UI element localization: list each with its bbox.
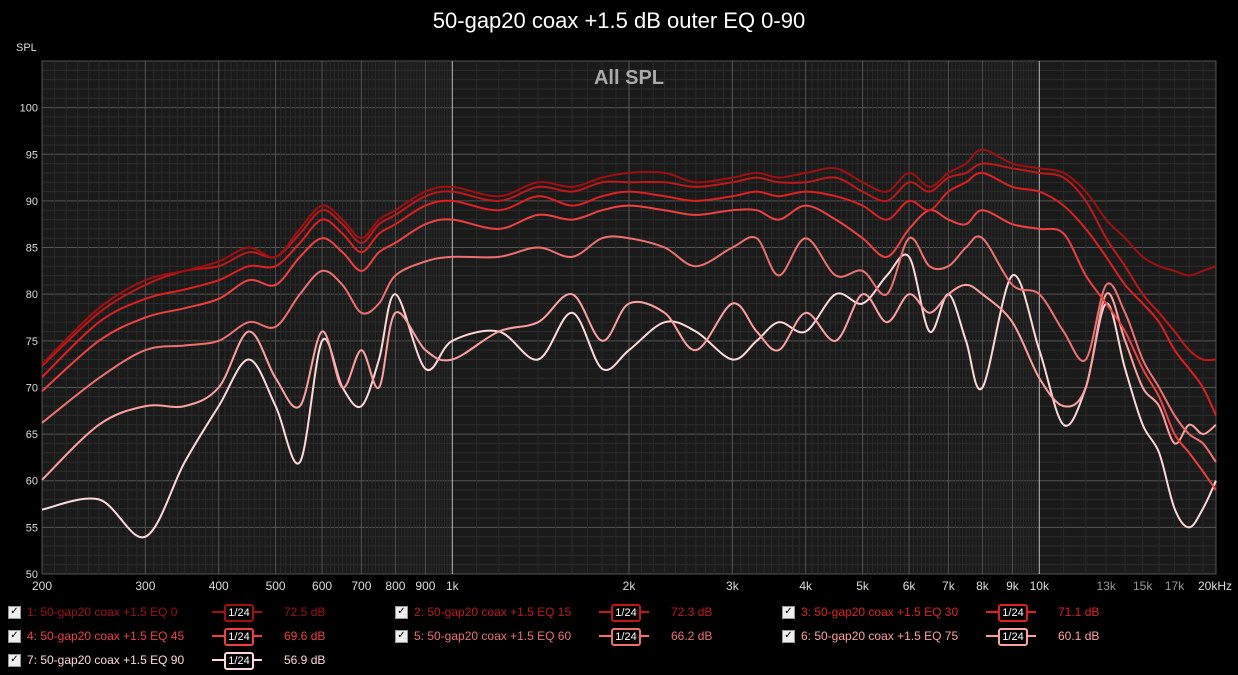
- legend-smoothing-label: 1/24: [611, 604, 641, 622]
- y-tick-label: 70: [26, 382, 38, 394]
- legend-smoothing-label: 1/24: [998, 604, 1028, 622]
- x-tick-label: 800: [385, 579, 405, 593]
- legend-smoothing-label: 1/24: [224, 604, 254, 622]
- legend-series-name: 6: 50-gap20 coax +1.5 EQ 75: [801, 629, 959, 643]
- x-tick-label: 400: [209, 579, 229, 593]
- y-tick-label: 90: [26, 196, 38, 208]
- chart-subtitle: All SPL: [594, 67, 664, 89]
- legend-checkbox[interactable]: ✓: [395, 605, 408, 619]
- legend-smoothing-button[interactable]: 1/24: [212, 652, 262, 670]
- y-tick-label: 100: [20, 103, 38, 115]
- y-tick-label: 55: [26, 522, 38, 534]
- y-tick-label: 60: [26, 476, 38, 488]
- spl-chart: 50 55 60 65 70 75 80 85 90 95 100 200 300 400 500 600 7…: [20, 60, 1232, 593]
- x-tick-label: 3k: [726, 579, 740, 593]
- legend-item[interactable]: ✓ 2: 50-gap20 coax +1.5 EQ 15 1/24 72.3 dB: [395, 603, 731, 622]
- legend-smoothing-button[interactable]: 1/24: [212, 628, 262, 646]
- legend-item[interactable]: ✓ 3: 50-gap20 coax +1.5 EQ 30 1/24 71.1 dB: [782, 603, 1118, 622]
- x-tick-label: 6k: [903, 579, 917, 593]
- y-tick-label: 50: [26, 569, 38, 581]
- legend-value: 56.9 dB: [284, 653, 326, 667]
- legend-series-name: 4: 50-gap20 coax +1.5 EQ 45: [27, 629, 185, 643]
- legend-value: 60.1 dB: [1058, 629, 1100, 643]
- legend-item[interactable]: ✓ 7: 50-gap20 coax +1.5 EQ 90 1/24 56.9 dB: [8, 651, 344, 670]
- legend-smoothing-button[interactable]: 1/24: [599, 628, 649, 646]
- y-tick-labels: 50 55 60 65 70 75 80 85 90 95 100: [20, 103, 38, 581]
- x-tick-label: 900: [415, 579, 435, 593]
- x-tick-labels: 200 300 400 500 600 700 800 900 1k 2k 3k 4k 5k 6k 7k 8k…: [32, 579, 1232, 593]
- legend-smoothing-label: 1/24: [611, 628, 641, 646]
- legend-checkbox[interactable]: ✓: [8, 629, 21, 643]
- legend-smoothing-button[interactable]: 1/24: [212, 604, 262, 622]
- legend-series-name: 2: 50-gap20 coax +1.5 EQ 15: [414, 605, 572, 619]
- x-tick-label: 600: [312, 579, 332, 593]
- y-tick-label: 95: [26, 149, 38, 161]
- legend-series-name: 3: 50-gap20 coax +1.5 EQ 30: [801, 605, 959, 619]
- x-tick-label: 200: [32, 579, 52, 593]
- grid: [41, 60, 1217, 575]
- legend-checkbox[interactable]: ✓: [8, 605, 21, 619]
- x-tick-label: 300: [135, 579, 155, 593]
- legend-checkbox[interactable]: ✓: [8, 653, 21, 667]
- chart-title: 50-gap20 coax +1.5 dB outer EQ 0-90: [432, 8, 806, 33]
- x-tick-label: 10k: [1030, 579, 1050, 593]
- legend-value: 69.6 dB: [284, 629, 326, 643]
- legend-series-name: 1: 50-gap20 coax +1.5 EQ 0: [27, 605, 178, 619]
- legend-checkbox[interactable]: ✓: [782, 629, 795, 643]
- legend-item[interactable]: ✓ 1: 50-gap20 coax +1.5 EQ 0 1/24 72.5 dB: [8, 603, 344, 622]
- legend-smoothing-button[interactable]: 1/24: [986, 628, 1036, 646]
- legend-checkbox[interactable]: ✓: [782, 605, 795, 619]
- series-line: [41, 148, 1217, 365]
- series-line: [41, 283, 1217, 481]
- legend-smoothing-label: 1/24: [224, 628, 254, 646]
- legend-value: 66.2 dB: [671, 629, 713, 643]
- y-tick-label: 65: [26, 429, 38, 441]
- x-tick-label: 8k: [976, 579, 990, 593]
- series-line: [41, 204, 1217, 491]
- legend-smoothing-button[interactable]: 1/24: [599, 604, 649, 622]
- legend-value: 72.3 dB: [671, 605, 713, 619]
- legend-item[interactable]: ✓ 5: 50-gap20 coax +1.5 EQ 60 1/24 66.2 dB: [395, 627, 731, 646]
- legend-item[interactable]: ✓ 4: 50-gap20 coax +1.5 EQ 45 1/24 69.6 dB: [8, 627, 344, 646]
- legend-series-name: 5: 50-gap20 coax +1.5 EQ 60: [414, 629, 572, 643]
- x-tick-label: 700: [351, 579, 371, 593]
- legend-smoothing-button[interactable]: 1/24: [986, 604, 1036, 622]
- series-line: [41, 162, 1217, 367]
- series-line: [41, 235, 1217, 463]
- series-line: [41, 171, 1217, 416]
- x-tick-label: 17k: [1165, 579, 1185, 593]
- y-tick-label: 80: [26, 289, 38, 301]
- x-tick-label: 2k: [623, 579, 637, 593]
- x-tick-label: 4k: [799, 579, 813, 593]
- legend-smoothing-label: 1/24: [998, 628, 1028, 646]
- x-tick-label: 20kHz: [1198, 579, 1232, 593]
- y-tick-label: 85: [26, 243, 38, 255]
- x-tick-label: 5k: [856, 579, 870, 593]
- y-tick-label: 75: [26, 336, 38, 348]
- y-axis-label: SPL: [16, 42, 37, 54]
- x-tick-label: 7k: [942, 579, 956, 593]
- x-tick-label: 500: [266, 579, 286, 593]
- legend-checkbox[interactable]: ✓: [395, 629, 408, 643]
- legend-value: 71.1 dB: [1058, 605, 1100, 619]
- legend-value: 72.5 dB: [284, 605, 326, 619]
- x-tick-label: 13k: [1097, 579, 1117, 593]
- x-tick-label: 9k: [1006, 579, 1020, 593]
- x-tick-label: 15k: [1133, 579, 1153, 593]
- series-lines: [41, 148, 1217, 539]
- legend-item[interactable]: ✓ 6: 50-gap20 coax +1.5 EQ 75 1/24 60.1 dB: [782, 627, 1118, 646]
- legend-smoothing-label: 1/24: [224, 652, 254, 670]
- legend-series-name: 7: 50-gap20 coax +1.5 EQ 90: [27, 653, 185, 667]
- x-tick-label: 1k: [446, 579, 460, 593]
